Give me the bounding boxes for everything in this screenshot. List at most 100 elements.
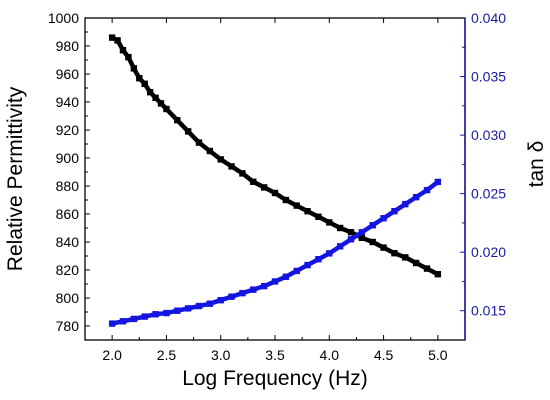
permittivity-point — [402, 254, 409, 261]
permittivity-point — [130, 65, 138, 72]
permittivity-point — [380, 244, 387, 251]
permittivity-point — [423, 265, 431, 272]
permittivity-point — [217, 156, 224, 163]
tan-delta-point — [108, 320, 116, 327]
tan-delta-point — [336, 243, 344, 250]
x-tick-label: 3.0 — [211, 347, 231, 363]
plot-frame — [84, 17, 466, 341]
tan-delta-point — [152, 311, 159, 318]
permittivity-point — [136, 75, 143, 82]
tan-delta-point — [369, 222, 376, 229]
permittivity-curve — [111, 35, 439, 277]
y-right-tick-label: 0.015 — [471, 303, 506, 319]
permittivity-point — [114, 37, 121, 44]
tan-delta-point — [250, 286, 257, 293]
tan-delta-point — [228, 293, 235, 300]
x-tick-label: 3.5 — [265, 347, 285, 363]
x-tick-label: 5.0 — [428, 347, 448, 363]
permittivity-point — [304, 208, 311, 215]
tan-delta-point — [217, 296, 224, 304]
tan-delta-point — [347, 236, 355, 243]
permittivity-point — [174, 117, 181, 124]
y-right-tick-label: 0.040 — [471, 10, 506, 26]
permittivity-point — [163, 105, 170, 113]
permittivity-point — [293, 202, 300, 209]
tan-delta-point — [293, 267, 300, 275]
tan-delta-point — [380, 215, 387, 222]
series-layer — [108, 34, 442, 327]
tick-layer: 2.0 2.5 3.0 3.5 4.0 4.5 5.0 780 800 820 840 860 880 9… — [48, 10, 506, 363]
y-right-axis-title: tan δ — [525, 141, 548, 188]
tan-delta-point — [239, 289, 246, 297]
permittivity-point — [157, 100, 165, 107]
y-right-tick-label: 0.035 — [471, 69, 506, 85]
permittivity-point — [119, 47, 127, 54]
tan-delta-point — [195, 302, 203, 310]
permittivity-point — [412, 259, 420, 267]
x-tick-label: 2.5 — [157, 347, 177, 363]
permittivity-point — [250, 178, 257, 185]
tan-delta-point — [326, 250, 333, 257]
tan-delta-point — [304, 261, 311, 269]
y-left-tick-label: 860 — [56, 206, 80, 222]
permittivity-point — [152, 94, 159, 101]
tan-delta-point — [141, 313, 148, 320]
y-left-axis-title: Relative Permittivity — [4, 86, 27, 271]
permittivity-point — [260, 184, 268, 191]
y-left-tick-label: 900 — [56, 150, 80, 166]
y-right-tick-label: 0.030 — [471, 127, 506, 143]
permittivity-point — [434, 271, 442, 278]
permittivity-point — [347, 229, 355, 236]
tan-delta-point — [130, 315, 138, 323]
tan-delta-point — [282, 273, 290, 280]
permittivity-point — [369, 238, 376, 246]
permittivity-point — [146, 89, 154, 96]
y-left-tick-label: 980 — [56, 38, 80, 54]
tan-delta-point — [174, 307, 181, 314]
permittivity-point — [108, 34, 116, 41]
tan-delta-point — [163, 309, 170, 317]
y-right-tick-label: 0.025 — [471, 186, 506, 202]
y-left-tick-label: 960 — [56, 66, 80, 82]
y-left-tick-label: 820 — [56, 262, 80, 278]
permittivity-point — [326, 219, 333, 226]
permittivity-point — [336, 224, 344, 232]
tan-delta-point — [423, 186, 431, 194]
tan-delta-point — [184, 305, 192, 312]
y-left-tick-label: 780 — [56, 318, 80, 334]
y-left-tick-label: 880 — [56, 178, 80, 194]
permittivity-point — [206, 147, 214, 155]
tan-delta-point — [260, 282, 268, 290]
permittivity-point — [358, 234, 366, 241]
x-tick-label: 4.0 — [320, 347, 340, 363]
permittivity-point — [125, 54, 132, 61]
tan-delta-point — [119, 318, 127, 325]
tan-delta-point — [434, 178, 442, 186]
permittivity-point — [271, 189, 279, 197]
y-left-tick-label: 920 — [56, 122, 80, 138]
y-left-tick-label: 940 — [56, 94, 80, 110]
permittivity-point — [239, 170, 246, 177]
permittivity-point — [141, 80, 148, 87]
tan-delta-point — [315, 256, 322, 263]
permittivity-point — [195, 139, 203, 146]
y-right-tick-label: 0.020 — [471, 244, 506, 260]
tan-delta-point — [412, 193, 420, 201]
permittivity-point — [282, 196, 290, 204]
permittivity-point — [315, 213, 322, 220]
x-tick-label: 2.0 — [102, 347, 122, 363]
y-left-tick-label: 800 — [56, 290, 80, 306]
tan-delta-point — [358, 229, 366, 236]
tan-delta-point — [391, 208, 398, 215]
tan-delta-point — [206, 300, 214, 307]
tan-delta-point — [271, 278, 279, 285]
permittivity-point — [228, 163, 235, 170]
permittivity-point — [184, 128, 192, 135]
x-tick-label: 4.5 — [374, 347, 394, 363]
tan-delta-point — [402, 200, 409, 208]
y-left-tick-label: 1000 — [48, 10, 79, 26]
y-left-tick-label: 840 — [56, 234, 80, 250]
permittivity-point — [391, 250, 398, 257]
x-axis-title: Log Frequency (Hz) — [182, 367, 368, 390]
